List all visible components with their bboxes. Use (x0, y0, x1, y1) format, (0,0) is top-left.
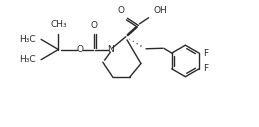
Text: CH₃: CH₃ (50, 20, 67, 29)
Text: O: O (90, 21, 97, 30)
Text: O: O (76, 45, 83, 54)
Text: N: N (107, 45, 114, 54)
Text: OH: OH (154, 6, 167, 15)
Text: F: F (203, 49, 208, 58)
Text: H₃C: H₃C (19, 55, 35, 64)
Text: H₃C: H₃C (19, 35, 35, 44)
Text: O: O (117, 6, 124, 15)
Text: F: F (203, 64, 208, 73)
